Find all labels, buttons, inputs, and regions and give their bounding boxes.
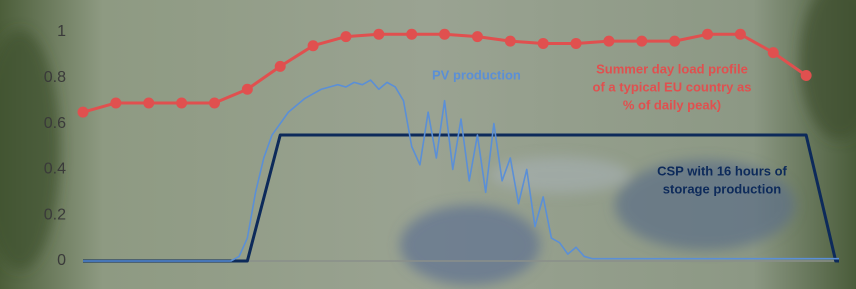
annotation: Summer day load profile [596,61,748,76]
point [340,31,351,42]
y-tick-label: 0 [57,252,66,269]
point [406,29,417,40]
point [505,36,516,47]
point [373,29,384,40]
point [209,97,220,108]
point [78,107,89,118]
y-tick-label: 0.2 [44,206,66,223]
point [538,38,549,49]
point [702,29,713,40]
point [603,36,614,47]
annotation: PV production [432,67,521,82]
point [176,97,187,108]
point [768,47,779,58]
point [735,29,746,40]
point [439,29,450,40]
point [472,31,483,42]
point [275,61,286,72]
annotation: % of daily peak) [623,97,721,112]
point [669,36,680,47]
point [143,97,154,108]
annotation: storage production [663,181,782,196]
y-tick-label: 0.6 [44,115,66,132]
annotation: of a typical EU country as [593,79,752,94]
annotation: CSP with 16 hours of [657,163,787,178]
y-tick-label: 1 [57,23,66,40]
y-tick-label: 0.8 [44,69,66,86]
point [636,36,647,47]
point [571,38,582,49]
point [801,70,812,81]
y-tick-label: 0.4 [44,161,66,178]
point [110,97,121,108]
point [242,84,253,95]
point [308,40,319,51]
chart: 0 0.2 0.4 0.6 0.8 1 PV production Summer day lo… [0,0,856,289]
page: 0 0.2 0.4 0.6 0.8 1 PV production Summer day lo… [0,0,856,289]
